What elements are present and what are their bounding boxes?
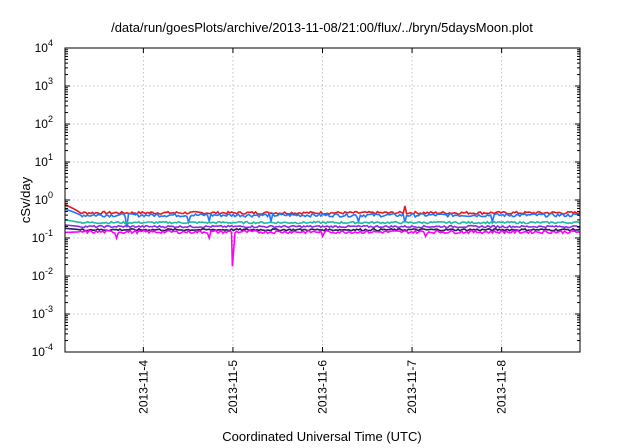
x-tick-label: 2013-11-6 — [316, 360, 330, 414]
y-tick-label: 10-2 — [32, 266, 53, 283]
x-axis-label: Coordinated Universal Time (UTC) — [222, 429, 421, 444]
y-tick-label: 101 — [35, 152, 53, 169]
series-line — [64, 208, 581, 228]
series-lines — [64, 203, 581, 267]
x-tick-label: 2013-11-7 — [405, 360, 419, 414]
x-axis-ticks: 2013-11-4 2013-11-5 2013-11-6 2013-11-7 2013… — [136, 48, 509, 414]
series-line — [65, 228, 581, 267]
grid-lines — [65, 47, 580, 353]
y-tick-label: 104 — [35, 38, 53, 55]
y-axis-label: cSv/day — [18, 176, 33, 223]
x-tick-label: 2013-11-8 — [495, 360, 509, 414]
y-tick-label: 10-1 — [32, 228, 53, 245]
series-line — [64, 219, 581, 225]
x-tick-label: 2013-11-4 — [136, 360, 150, 414]
x-tick-label: 2013-11-5 — [226, 360, 240, 414]
y-tick-label: 10-4 — [32, 342, 53, 359]
y-tick-label: 103 — [35, 76, 53, 93]
y-tick-label: 102 — [35, 114, 53, 131]
y-tick-label: 10-3 — [32, 304, 53, 321]
series-line — [64, 224, 581, 229]
chart-title: /data/run/goesPlots/archive/2013-11-08/2… — [111, 20, 533, 35]
y-tick-label: 100 — [35, 190, 53, 207]
y-axis-ticks: 10-4 10-3 10-2 10-1 100 101 102 103 104 — [32, 38, 580, 359]
